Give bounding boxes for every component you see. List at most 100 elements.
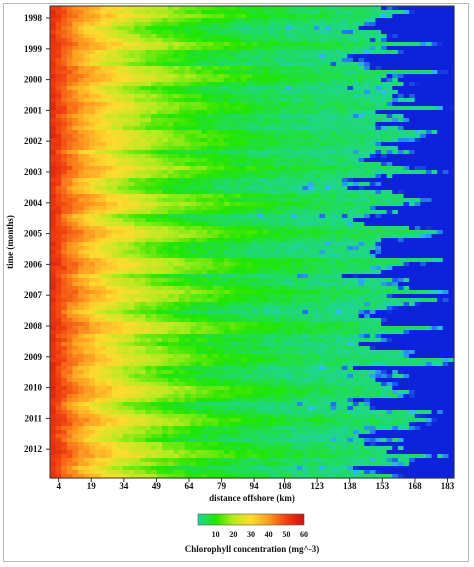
heatmap-cell [403, 82, 410, 87]
heatmap-cell [280, 26, 287, 31]
heatmap-cell [83, 242, 90, 247]
heatmap-cell [252, 198, 259, 203]
heatmap-cell [235, 234, 242, 239]
heatmap-cell [381, 174, 388, 179]
heatmap-cell [173, 66, 180, 71]
heatmap-cell [212, 138, 219, 143]
heatmap-cell [78, 190, 85, 195]
heatmap-cell [78, 14, 85, 19]
heatmap-cell [229, 198, 236, 203]
heatmap-cell [134, 122, 141, 127]
heatmap-cell [106, 282, 113, 287]
heatmap-cell [173, 134, 180, 139]
heatmap-cell [55, 142, 62, 147]
heatmap-cell [173, 50, 180, 55]
heatmap-cell [195, 206, 203, 211]
heatmap-cell [139, 26, 146, 31]
heatmap-cell [246, 46, 253, 51]
heatmap-cell [83, 142, 90, 147]
heatmap-cell [122, 258, 130, 263]
heatmap-cell [173, 222, 180, 227]
heatmap-cell [409, 210, 416, 215]
heatmap-cell [420, 254, 427, 259]
heatmap-cell [50, 126, 57, 131]
heatmap-cell [223, 258, 231, 263]
heatmap-cell [83, 170, 90, 175]
heatmap-cell [111, 130, 118, 135]
heatmap-cell [437, 274, 444, 279]
heatmap-cell [386, 38, 393, 43]
heatmap-cell [184, 14, 191, 19]
heatmap-cell [134, 254, 141, 259]
heatmap-cell [162, 262, 169, 267]
heatmap-cell [128, 6, 135, 11]
heatmap-cell [190, 18, 197, 23]
heatmap-cell [50, 134, 57, 139]
heatmap-cell [397, 86, 405, 91]
heatmap-cell [369, 10, 377, 15]
heatmap-cell [223, 274, 231, 279]
heatmap-cell [375, 198, 382, 203]
heatmap-cell [195, 110, 203, 115]
heatmap-cell [111, 174, 118, 179]
heatmap-cell [72, 238, 79, 243]
heatmap-cell [190, 134, 197, 139]
heatmap-cell [425, 262, 433, 267]
heatmap-cell [117, 66, 124, 71]
heatmap-cell [369, 74, 377, 79]
heatmap-cell [369, 62, 377, 67]
heatmap-cell [117, 38, 124, 43]
heatmap-cell [448, 166, 455, 171]
heatmap-cell [358, 90, 365, 95]
heatmap-cell [78, 278, 85, 283]
heatmap-cell [83, 14, 90, 19]
heatmap-cell [55, 258, 62, 263]
heatmap-cell [369, 186, 377, 191]
heatmap-cell [409, 82, 416, 87]
heatmap-cell [353, 130, 360, 135]
heatmap-cell [173, 210, 180, 215]
heatmap-cell [296, 234, 304, 239]
heatmap-cell [223, 66, 231, 71]
heatmap-cell [291, 134, 298, 139]
heatmap-cell [50, 10, 57, 15]
heatmap-cell [78, 262, 85, 267]
heatmap-cell [128, 50, 135, 55]
heatmap-cell [61, 170, 68, 175]
heatmap-cell [291, 234, 298, 239]
heatmap-cell [173, 102, 180, 107]
heatmap-cell [50, 122, 57, 127]
heatmap-cell [184, 266, 191, 271]
heatmap-cell [386, 158, 393, 163]
heatmap-cell [274, 186, 281, 191]
heatmap-cell [167, 122, 175, 127]
heatmap-cell [212, 266, 219, 271]
heatmap-cell [296, 138, 304, 143]
heatmap-cell [179, 198, 186, 203]
heatmap-cell [162, 30, 169, 35]
heatmap-cell [246, 38, 253, 43]
heatmap-cell [190, 110, 197, 115]
heatmap-cell [218, 78, 225, 83]
heatmap-cell [431, 182, 438, 187]
heatmap-cell [117, 86, 124, 91]
heatmap-cell [72, 22, 79, 27]
heatmap-cell [364, 62, 371, 67]
heatmap-cell [347, 142, 354, 147]
heatmap-cell [78, 46, 85, 51]
heatmap-cell [89, 278, 96, 283]
heatmap-cell [139, 42, 146, 47]
heatmap-cell [364, 230, 371, 235]
heatmap-cell [386, 34, 393, 39]
heatmap-cell [223, 62, 231, 67]
heatmap-cell [89, 154, 96, 159]
heatmap-cell [268, 46, 276, 51]
heatmap-cell [151, 130, 158, 135]
heatmap-cell [72, 134, 79, 139]
heatmap-cell [274, 146, 281, 151]
heatmap-cell [324, 10, 332, 15]
heatmap-cell [313, 86, 320, 91]
heatmap-cell [184, 54, 191, 59]
heatmap-cell [167, 162, 175, 167]
heatmap-cell [381, 206, 388, 211]
